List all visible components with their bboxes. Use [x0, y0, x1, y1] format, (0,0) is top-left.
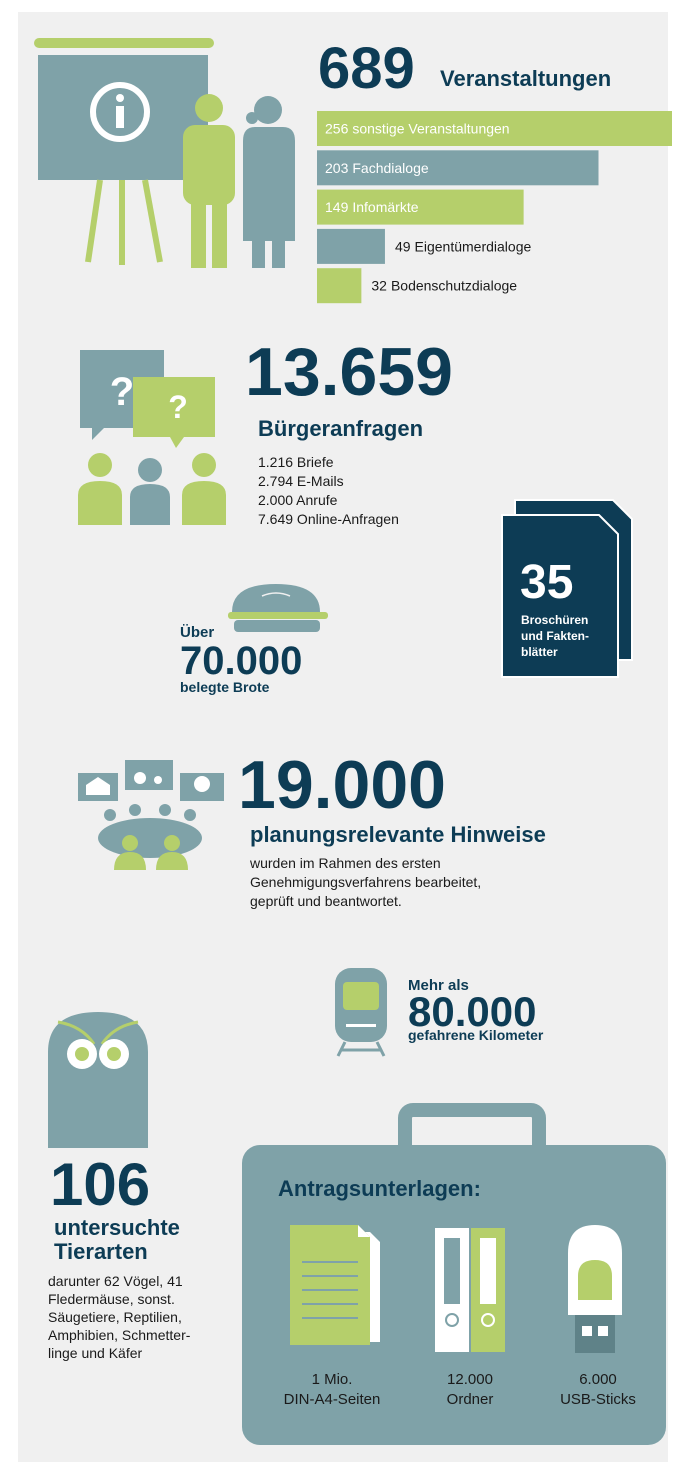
inquiry-icon	[78, 350, 226, 525]
bar-label: 149 Infomärkte	[325, 199, 419, 215]
species-label: Tierarten	[54, 1239, 148, 1264]
species-text: Säugetiere, Reptilien,	[48, 1309, 182, 1325]
hints-text: geprüft und beantwortet.	[250, 893, 402, 909]
species-text: darunter 62 Vögel, 41	[48, 1273, 183, 1289]
species-text: Fledermäuse, sonst.	[48, 1291, 175, 1307]
document-amount: 6.000	[579, 1371, 617, 1388]
inquiry-item: 2.794 E-Mails	[258, 473, 344, 489]
bar	[317, 150, 599, 186]
document-label: USB-Sticks	[560, 1391, 636, 1408]
bread-icon	[228, 584, 328, 632]
bar	[317, 189, 524, 225]
owl-icon	[48, 1012, 148, 1148]
document-amount: 1 Mio.	[312, 1371, 353, 1388]
briefcase	[242, 1103, 666, 1445]
inquiries-label: Bürgeranfragen	[258, 416, 423, 441]
bar-category: Fachdialoge	[352, 160, 428, 176]
brochures-label: blätter	[521, 645, 558, 659]
bar-label: 32 Bodenschutzdialoge	[371, 278, 517, 294]
bar-category: Bodenschutzdialoge	[391, 278, 517, 294]
bar-value: 149	[325, 199, 349, 215]
document-label: Ordner	[447, 1391, 494, 1408]
bar	[317, 268, 362, 304]
inquiry-item: 2.000 Anrufe	[258, 492, 338, 508]
question-mark: ?	[168, 389, 188, 425]
bar-value: 49	[395, 238, 411, 254]
species-number: 106	[50, 1151, 150, 1218]
brochures-label: Broschüren	[521, 613, 588, 627]
document-label: DIN-A4-Seiten	[284, 1391, 381, 1408]
bar-value: 203	[325, 160, 349, 176]
bar-chart: 256 sonstige Veranstaltungen 203 Fachdialog…	[317, 111, 672, 304]
bread-label: belegte Brote	[180, 679, 270, 695]
hints-label: planungsrelevante Hinweise	[250, 822, 546, 847]
species-text: Amphibien, Schmetter-	[48, 1327, 191, 1343]
bar-label: 49 Eigentümerdialoge	[395, 238, 532, 254]
bar-category: Eigentümerdialoge	[415, 238, 532, 254]
species-label: untersuchte	[54, 1215, 180, 1240]
brochures-label: und Fakten-	[521, 629, 589, 643]
bar	[317, 228, 385, 264]
hints-text: wurden im Rahmen des ersten	[249, 855, 441, 871]
bar-category: Infomärkte	[352, 199, 418, 215]
documents-title: Antragsunterlagen:	[278, 1176, 481, 1201]
inquiry-item: 7.649 Online-Anfragen	[258, 511, 399, 527]
meeting-icon	[78, 760, 224, 870]
events-label: Veranstaltungen	[440, 66, 611, 91]
document-amount: 12.000	[447, 1371, 493, 1388]
distance-number: 80.000	[408, 988, 536, 1035]
train-icon	[335, 968, 387, 1057]
bar-label: 256 sonstige Veranstaltungen	[325, 121, 510, 137]
question-mark: ?	[110, 370, 134, 414]
inquiry-item: 1.216 Briefe	[258, 454, 334, 470]
bar	[317, 111, 672, 146]
brochures-number: 35	[520, 556, 573, 609]
hints-number: 19.000	[238, 747, 446, 823]
distance-label: gefahrene Kilometer	[408, 1027, 544, 1043]
bread-prefix: Über	[180, 624, 214, 641]
bar-category: sonstige Veranstaltungen	[352, 121, 509, 137]
inquiries-number: 13.659	[245, 334, 453, 410]
bar-value: 32	[371, 278, 387, 294]
brochure-icon	[501, 499, 633, 678]
species-text: linge und Käfer	[48, 1345, 143, 1361]
bar-value: 256	[325, 121, 349, 137]
bread-number: 70.000	[180, 639, 302, 683]
events-number: 689	[318, 36, 415, 101]
hints-text: Genehmigungsverfahrens bearbeitet,	[250, 874, 481, 890]
distance-prefix: Mehr als	[408, 977, 469, 994]
bar-label: 203 Fachdialoge	[325, 160, 429, 176]
presentation-icon	[34, 38, 295, 268]
